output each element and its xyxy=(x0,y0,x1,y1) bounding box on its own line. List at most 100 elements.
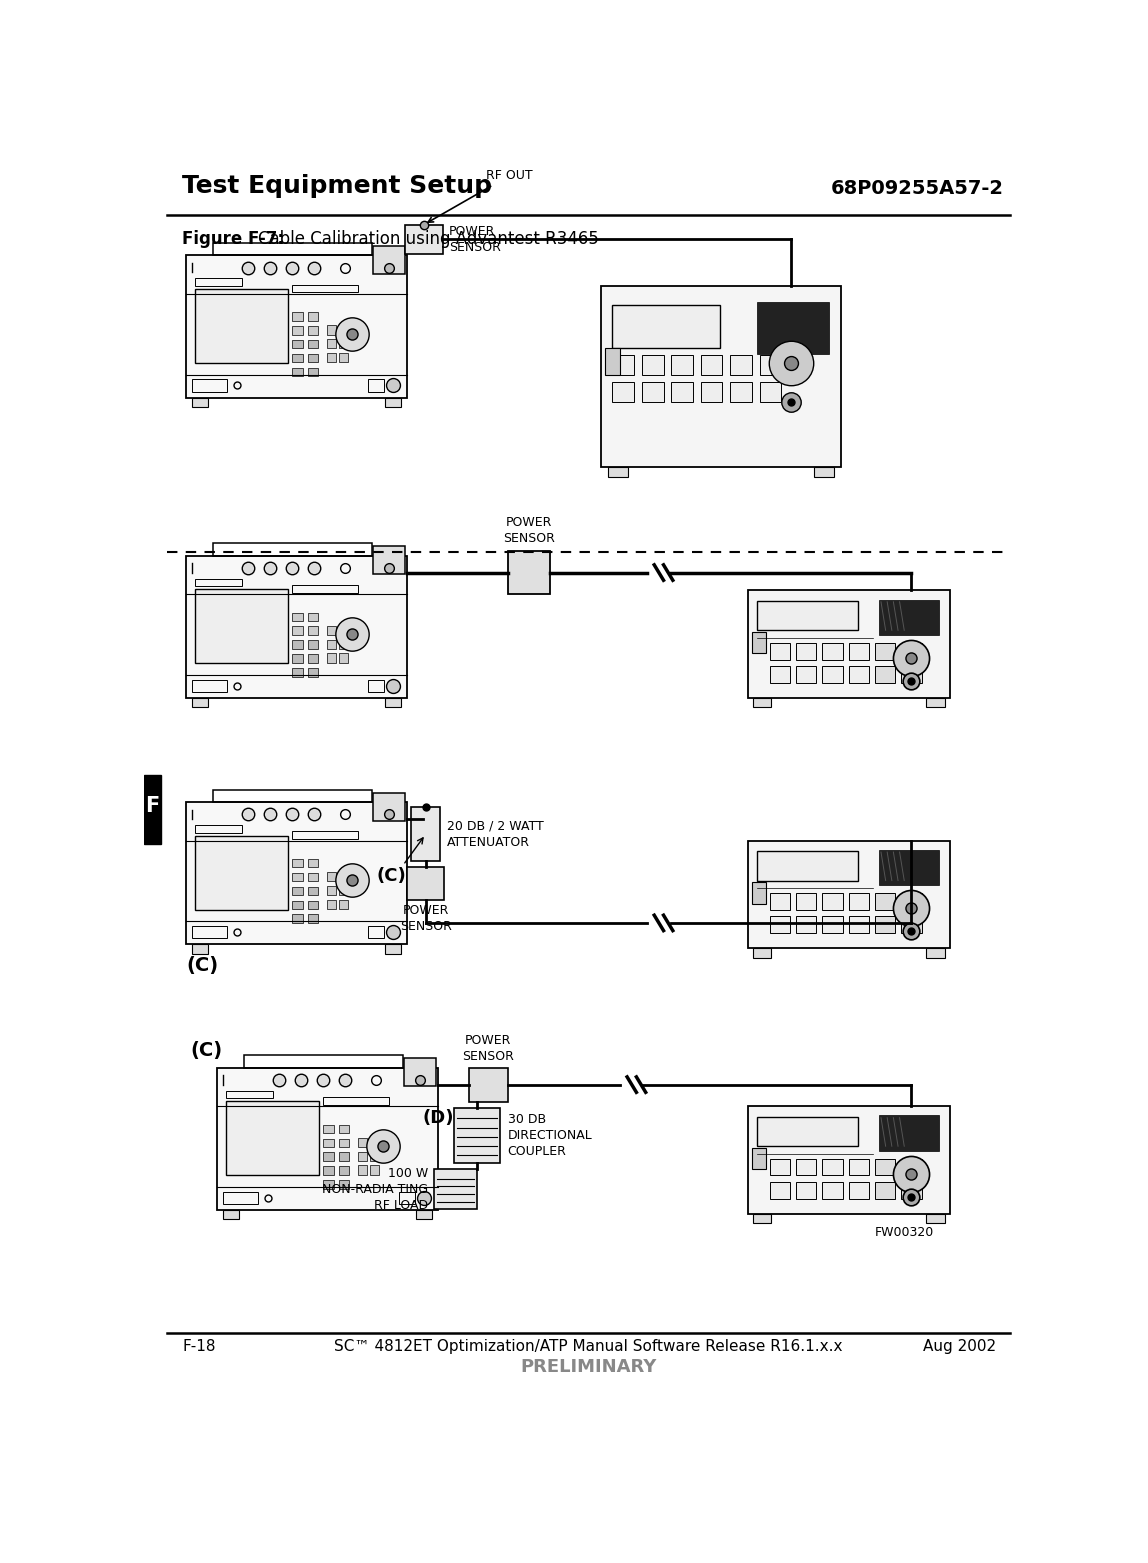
Bar xyxy=(752,882,766,903)
Bar xyxy=(292,886,303,896)
Bar xyxy=(901,642,922,660)
Bar xyxy=(386,944,401,953)
Bar xyxy=(339,1125,349,1133)
Bar xyxy=(752,631,766,653)
Text: (C): (C) xyxy=(191,1041,222,1060)
Bar xyxy=(327,325,335,334)
Bar xyxy=(758,602,858,630)
Bar xyxy=(796,1182,816,1199)
Bar xyxy=(405,225,443,253)
Bar xyxy=(358,1152,366,1161)
Bar xyxy=(371,1152,379,1161)
Bar xyxy=(193,699,208,708)
Bar xyxy=(822,642,843,660)
Bar xyxy=(308,655,318,663)
Text: RF OUT: RF OUT xyxy=(428,169,533,222)
Bar xyxy=(308,860,318,867)
Bar xyxy=(848,916,869,933)
Bar xyxy=(748,591,949,699)
Bar xyxy=(226,1102,319,1175)
Bar xyxy=(411,808,441,861)
Bar xyxy=(748,1107,949,1214)
Text: Cable Calibration using Advantest R3465: Cable Calibration using Advantest R3465 xyxy=(258,230,599,249)
Bar xyxy=(400,1191,414,1204)
Text: POWER
SENSOR: POWER SENSOR xyxy=(463,1035,514,1063)
Bar xyxy=(470,1068,507,1102)
Bar xyxy=(327,625,335,635)
Bar xyxy=(323,1166,334,1175)
Bar xyxy=(757,302,829,353)
Bar xyxy=(308,641,318,649)
Bar xyxy=(340,325,348,334)
Bar xyxy=(507,552,550,594)
Bar xyxy=(292,313,303,320)
Text: F-18: F-18 xyxy=(183,1339,216,1355)
Bar xyxy=(600,286,841,467)
Bar xyxy=(292,613,303,621)
Bar xyxy=(371,1166,379,1175)
Bar xyxy=(339,1166,349,1175)
Bar xyxy=(369,380,383,392)
Bar xyxy=(308,914,318,922)
Bar xyxy=(292,585,358,592)
Bar xyxy=(339,1152,349,1161)
Text: 30 DB
DIRECTIONAL
COUPLER: 30 DB DIRECTIONAL COUPLER xyxy=(507,1113,592,1158)
Bar xyxy=(730,355,752,375)
Bar xyxy=(308,353,318,363)
Bar xyxy=(753,1214,771,1224)
Text: Test Equipment Setup: Test Equipment Setup xyxy=(183,173,492,197)
Bar xyxy=(195,589,288,663)
Bar xyxy=(245,1055,403,1068)
Bar xyxy=(308,327,318,334)
Bar xyxy=(358,1166,366,1175)
Bar xyxy=(901,1182,922,1199)
Bar xyxy=(417,1210,432,1219)
Bar xyxy=(292,641,303,649)
Bar xyxy=(195,825,242,833)
Bar xyxy=(339,1180,349,1188)
Bar xyxy=(408,867,444,900)
Bar xyxy=(308,900,318,910)
Bar xyxy=(879,1116,939,1150)
Bar xyxy=(434,1169,476,1210)
Bar xyxy=(292,872,303,882)
Bar xyxy=(879,600,939,635)
Bar xyxy=(386,699,401,708)
Bar xyxy=(612,381,634,402)
Bar xyxy=(193,680,227,692)
Bar xyxy=(327,886,335,896)
Bar xyxy=(607,467,628,477)
Text: (C): (C) xyxy=(377,867,405,886)
Bar xyxy=(224,1191,258,1204)
Bar xyxy=(730,381,752,402)
Bar xyxy=(605,347,620,375)
Bar xyxy=(214,242,372,255)
Bar xyxy=(769,1182,790,1199)
Bar xyxy=(901,666,922,683)
Bar xyxy=(339,1138,349,1147)
Bar xyxy=(292,655,303,663)
Bar xyxy=(193,944,208,953)
Bar xyxy=(848,666,869,683)
Bar xyxy=(193,397,208,406)
Bar xyxy=(901,1158,922,1175)
Bar xyxy=(769,642,790,660)
Bar xyxy=(672,381,693,402)
Bar xyxy=(404,1058,436,1086)
Bar xyxy=(796,642,816,660)
Bar xyxy=(323,1138,334,1147)
Bar xyxy=(814,467,835,477)
Text: SC™ 4812ET Optimization/ATP Manual Software Release R16.1.x.x: SC™ 4812ET Optimization/ATP Manual Softw… xyxy=(334,1339,843,1355)
Bar xyxy=(308,627,318,635)
Bar xyxy=(926,1214,945,1224)
Bar xyxy=(195,836,288,910)
Bar xyxy=(224,1210,239,1219)
Bar xyxy=(292,667,303,677)
Bar xyxy=(642,381,664,402)
Bar xyxy=(195,578,242,586)
Bar xyxy=(875,1182,895,1199)
Text: FW00320: FW00320 xyxy=(875,1225,934,1238)
Bar xyxy=(358,1138,366,1147)
Text: 100 W
NON-RADIA TING
RF LOAD: 100 W NON-RADIA TING RF LOAD xyxy=(321,1168,428,1211)
Bar xyxy=(822,666,843,683)
